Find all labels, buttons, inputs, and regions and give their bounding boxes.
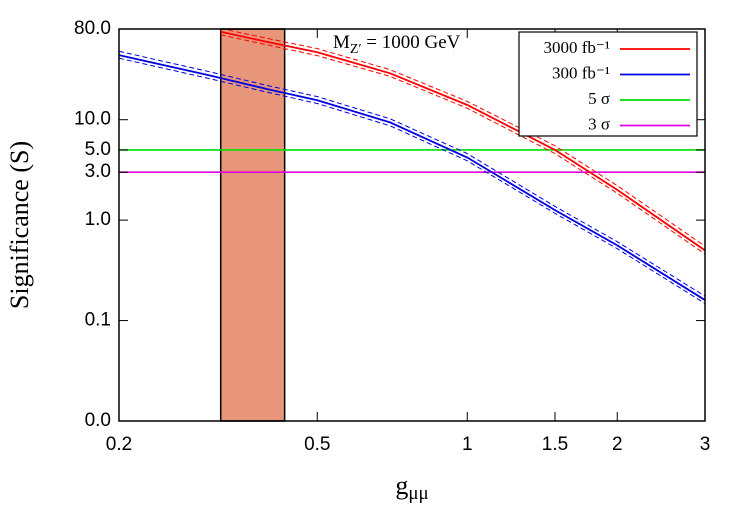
legend-label: 5 σ: [588, 89, 610, 108]
x-tick-label: 2: [612, 434, 623, 455]
band-line: [220, 29, 705, 247]
x-tick-label: 0.5: [304, 434, 330, 455]
y-tick-label: 0.1: [85, 310, 111, 331]
legend-label: 3 σ: [588, 114, 610, 133]
band-line: [220, 34, 705, 255]
y-tick-label: 0.0: [85, 410, 111, 431]
y-tick-label: 10.0: [74, 109, 111, 130]
band-line: [119, 57, 705, 304]
plot-area: [119, 29, 705, 304]
y-tick-label: 5.0: [85, 139, 111, 160]
annotation: MZ′ = 1000 GeV: [333, 32, 461, 57]
band-line: [119, 50, 705, 297]
x-label-base: g: [395, 471, 408, 500]
x-tick-label: 0.2: [106, 434, 132, 455]
plot-frame: [118, 28, 706, 422]
legend-label: 3000 fb⁻¹: [544, 38, 610, 57]
annotation-subscript: Z′: [350, 42, 362, 57]
annotation-base: M: [333, 32, 350, 53]
y-tick-label: 3.0: [85, 161, 111, 182]
series-line: [119, 54, 705, 301]
x-tick-label: 1: [462, 434, 473, 455]
x-tick-label: 3: [700, 434, 711, 455]
x-label-subscript: μμ: [408, 483, 428, 504]
legend-label: 300 fb⁻¹: [552, 63, 610, 82]
y-tick-label: 1.0: [85, 209, 111, 230]
y-axis-label: Significance (S): [5, 141, 34, 309]
shaded-region: [219, 28, 286, 422]
x-tick-label: 1.5: [542, 434, 568, 455]
x-axis-label: gμμ: [395, 471, 428, 504]
series-line: [220, 30, 705, 252]
annotation-rest: = 1000 GeV: [362, 32, 461, 53]
y-tick-label: 80.0: [74, 18, 111, 39]
